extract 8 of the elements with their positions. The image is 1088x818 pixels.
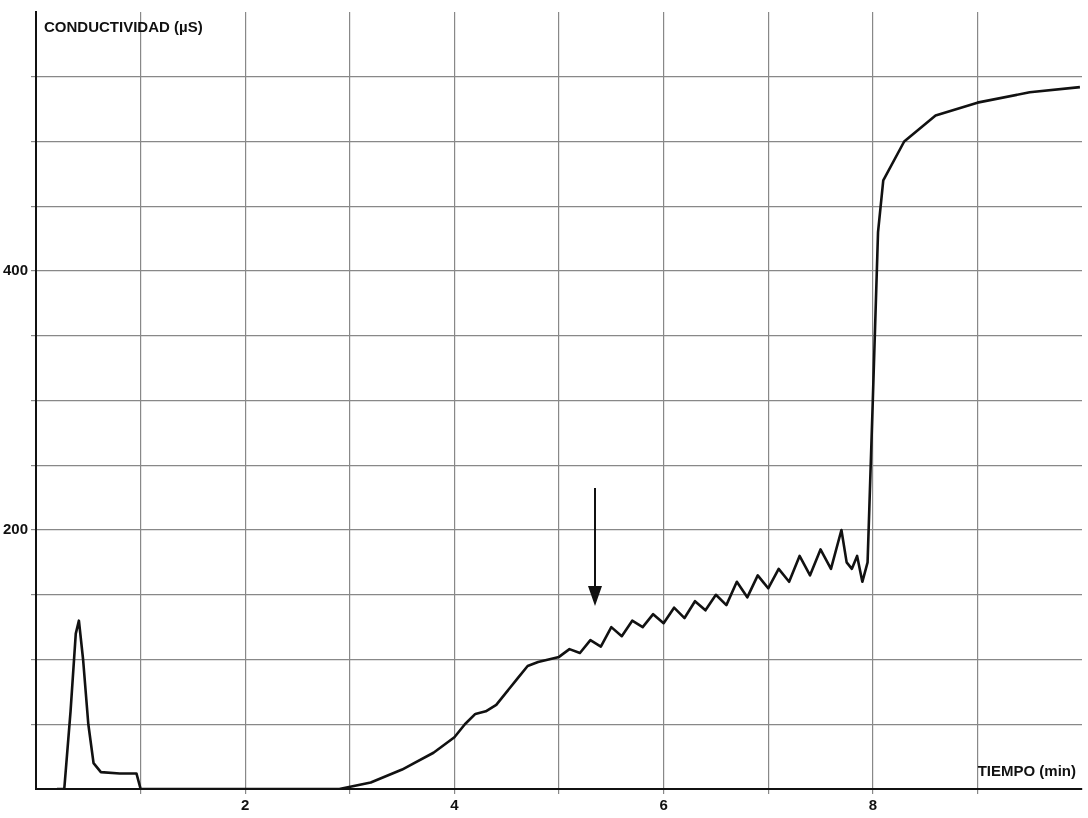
y-tick-label: 200: [3, 520, 29, 538]
x-tick-label: 8: [868, 796, 877, 814]
y-tick-label: 400: [3, 261, 29, 279]
x-tick-label: 4: [450, 796, 460, 814]
x-axis-title: TIEMPO (min): [977, 761, 1076, 779]
y-axis-title: CONDUCTIVIDAD (µS): [44, 17, 203, 35]
x-tick-label: 6: [659, 796, 668, 814]
x-tick-label: 2: [241, 796, 250, 814]
